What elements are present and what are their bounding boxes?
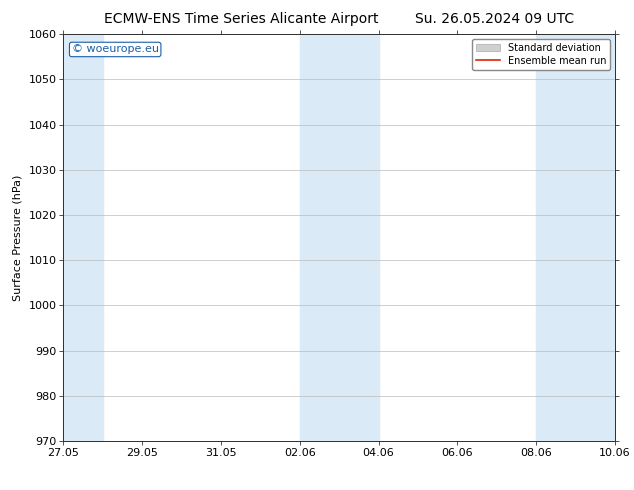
Bar: [536, 34, 615, 441]
Text: ECMW-ENS Time Series Alicante Airport: ECMW-ENS Time Series Alicante Airport: [104, 12, 378, 26]
Legend: Standard deviation, Ensemble mean run: Standard deviation, Ensemble mean run: [472, 39, 610, 70]
Text: Su. 26.05.2024 09 UTC: Su. 26.05.2024 09 UTC: [415, 12, 574, 26]
Y-axis label: Surface Pressure (hPa): Surface Pressure (hPa): [13, 174, 23, 301]
Bar: [63, 34, 103, 441]
Text: © woeurope.eu: © woeurope.eu: [72, 45, 158, 54]
Bar: [300, 34, 378, 441]
